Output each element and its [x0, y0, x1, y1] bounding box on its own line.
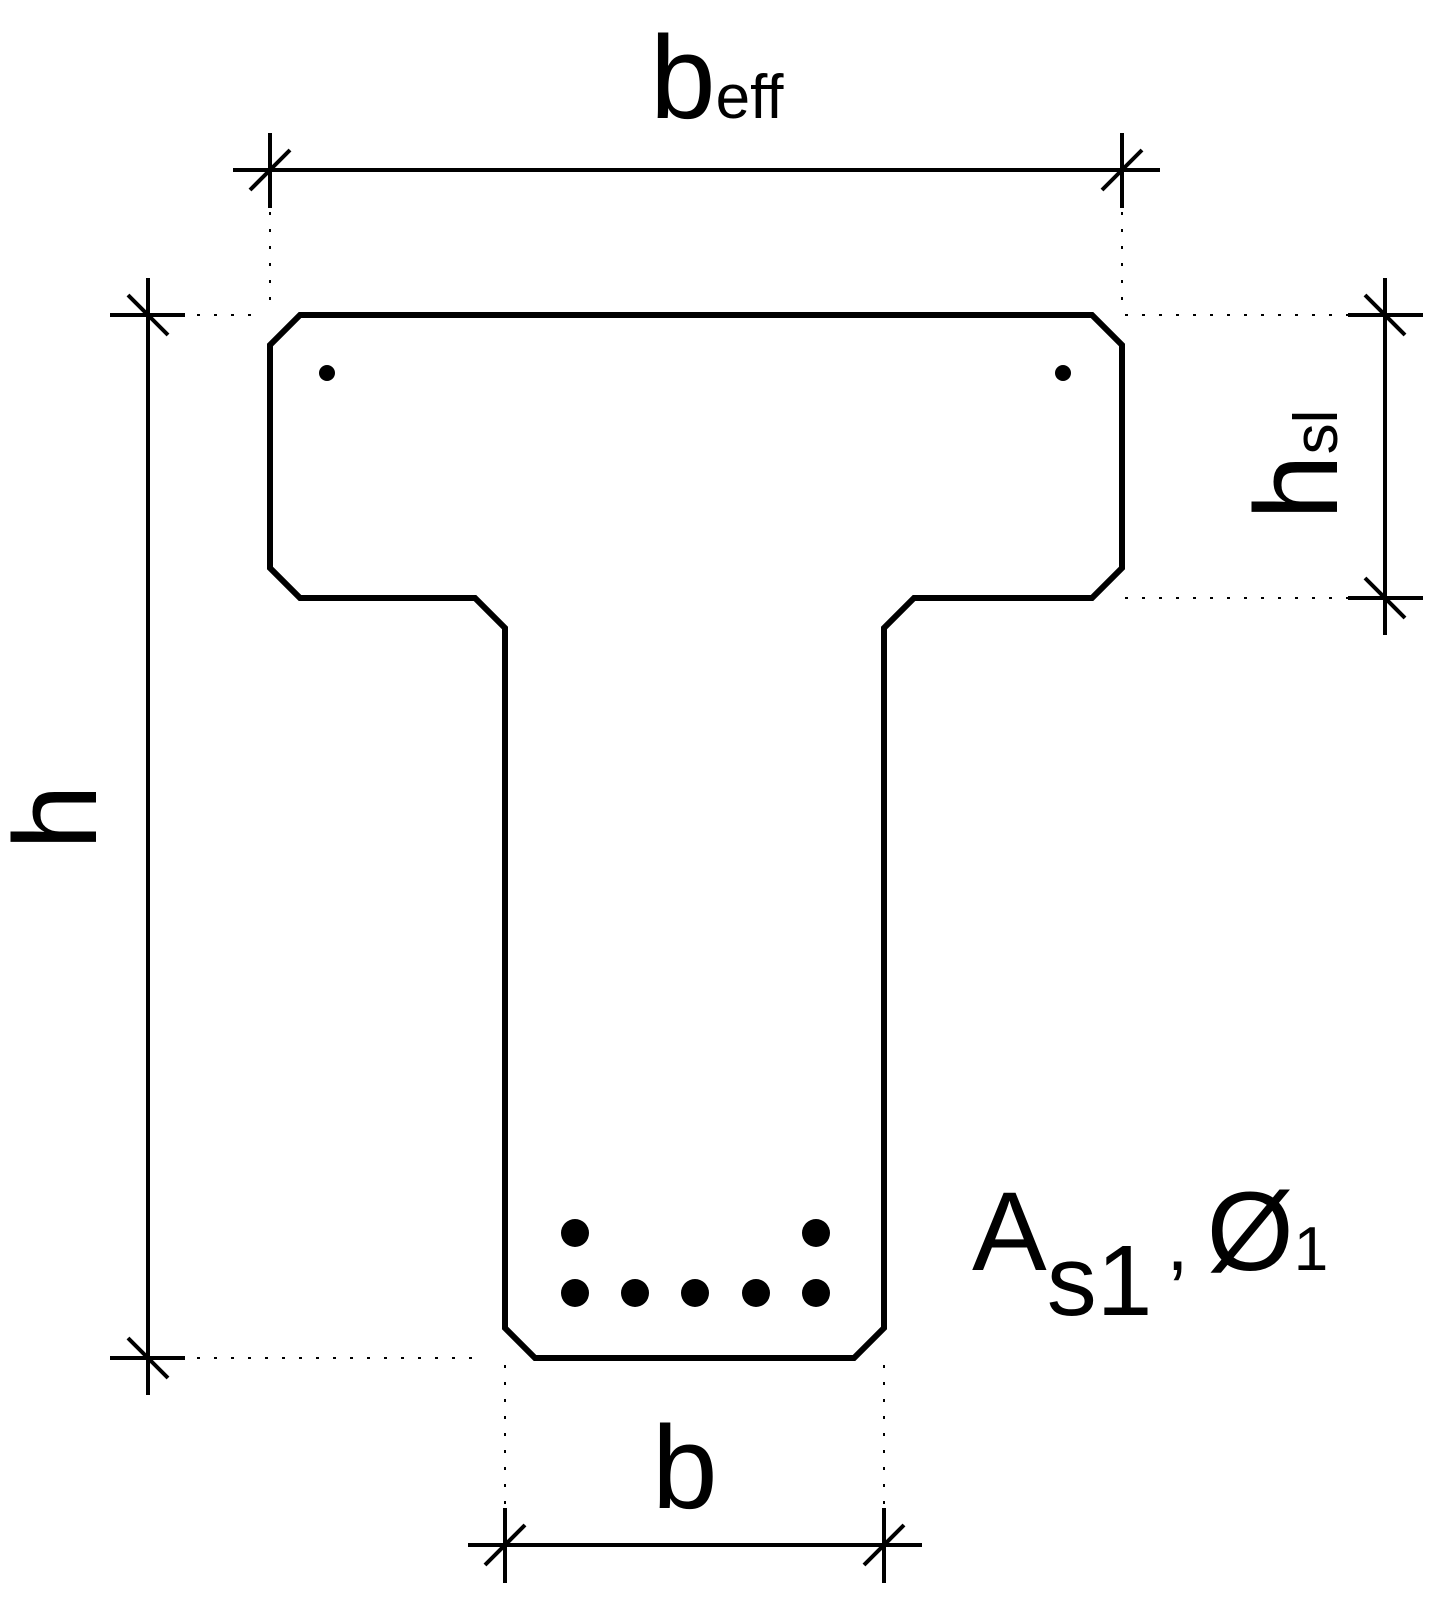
label-dia-main: Ø [1207, 1169, 1294, 1294]
label-area-sub: s1 [1047, 1225, 1153, 1337]
label-h-sl-main: h [1231, 454, 1363, 520]
label-b-eff-sub: eff [716, 63, 785, 132]
bottom-rebar [561, 1219, 589, 1247]
dimension-h [110, 278, 185, 1395]
bottom-rebar [681, 1279, 709, 1307]
label-dia-sub: 1 [1294, 1215, 1328, 1284]
dimension-b [468, 1508, 922, 1583]
label-b-eff-main: b [650, 12, 716, 144]
dimension-b-eff [233, 133, 1160, 208]
label-h: h [0, 784, 122, 850]
bottom-rebar [621, 1279, 649, 1307]
label-b: b [652, 1402, 718, 1534]
bottom-rebar [742, 1279, 770, 1307]
bottom-rebar [802, 1219, 830, 1247]
top-rebar-right [1055, 365, 1071, 381]
bottom-rebar [802, 1279, 830, 1307]
bottom-rebar-group [561, 1219, 830, 1307]
label-b-eff: beff [650, 12, 784, 144]
label-h-sl: hsl [1231, 410, 1363, 520]
bottom-rebar [561, 1279, 589, 1307]
label-area-main: A [972, 1169, 1047, 1294]
label-separator: , [1166, 1198, 1188, 1287]
t-beam-outline [267, 312, 1125, 1361]
top-rebar-left [319, 365, 335, 381]
dimension-h-sl [1348, 278, 1423, 635]
label-reinforcement: As1, Ø1 [972, 1169, 1328, 1337]
extension-lines [180, 195, 1365, 1535]
label-h-sl-sub: sl [1282, 410, 1351, 455]
